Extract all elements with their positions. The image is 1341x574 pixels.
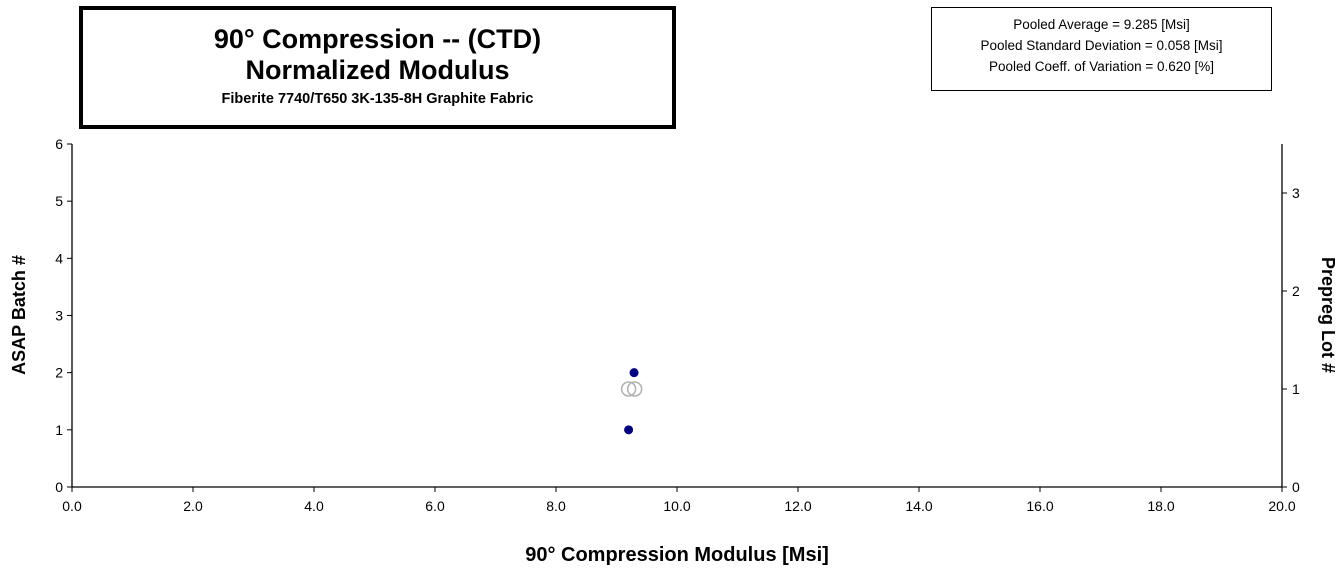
x-tick-label: 12.0 xyxy=(784,498,811,514)
x-axis-label: 90° Compression Modulus [Msi] xyxy=(525,544,829,566)
prepreg-lot-point xyxy=(626,381,643,397)
data-points xyxy=(620,368,643,435)
chart-title-line-2: Normalized Modulus xyxy=(245,55,510,85)
pooled-cov: Pooled Coeff. of Variation = 0.620 [%] xyxy=(988,59,1215,74)
pooled-std-dev: Pooled Standard Deviation = 0.058 [Msi] xyxy=(980,38,1223,53)
chart-title-line-1: 90° Compression -- (CTD) xyxy=(213,24,542,54)
y-right-tick-label: 3 xyxy=(1292,185,1300,201)
chart-title-box: 90° Compression -- (CTD) Normalized Modu… xyxy=(79,6,676,129)
asap-batch-point xyxy=(629,368,639,378)
y-right-tick-label: 0 xyxy=(1292,479,1300,495)
prepreg-lot-point xyxy=(620,381,637,397)
chart-subtitle: Fiberite 7740/T650 3K-135-8H Graphite Fa… xyxy=(221,91,534,107)
x-tick-label: 14.0 xyxy=(905,498,932,514)
x-tick-label: 20.0 xyxy=(1268,498,1295,514)
y-left-tick-label: 3 xyxy=(55,308,63,324)
x-tick-label: 8.0 xyxy=(546,498,566,514)
y-left-tick-label: 0 xyxy=(55,479,63,495)
x-tick-label: 10.0 xyxy=(663,498,690,514)
asap-batch-point xyxy=(624,425,634,435)
x-tick-label: 16.0 xyxy=(1026,498,1053,514)
y-right-axis-label: Prepreg Lot # xyxy=(1318,257,1338,373)
y-left-axis-label: ASAP Batch # xyxy=(9,255,29,375)
y-left-tick-label: 6 xyxy=(55,136,63,152)
y-right-tick-label: 2 xyxy=(1292,283,1300,299)
pooled-stats-box: Pooled Average = 9.285 [Msi] Pooled Stan… xyxy=(931,7,1272,91)
y-right-tick-label: 1 xyxy=(1292,381,1300,397)
x-tick-label: 2.0 xyxy=(183,498,203,514)
y-left-tick-label: 2 xyxy=(55,365,63,381)
y-left-tick-label: 5 xyxy=(55,193,63,209)
x-tick-label: 4.0 xyxy=(304,498,324,514)
pooled-average: Pooled Average = 9.285 [Msi] xyxy=(1013,17,1190,32)
y-left-tick-label: 1 xyxy=(55,422,63,438)
x-tick-label: 0.0 xyxy=(62,498,82,514)
x-tick-label: 18.0 xyxy=(1147,498,1174,514)
x-tick-label: 6.0 xyxy=(425,498,445,514)
y-left-tick-label: 4 xyxy=(55,250,63,266)
axis-ticks: 0.0 2.0 4.0 6.0 8.0 10.0 12.0 14.0 16.0 18.0 20.0 0… xyxy=(55,136,1300,514)
